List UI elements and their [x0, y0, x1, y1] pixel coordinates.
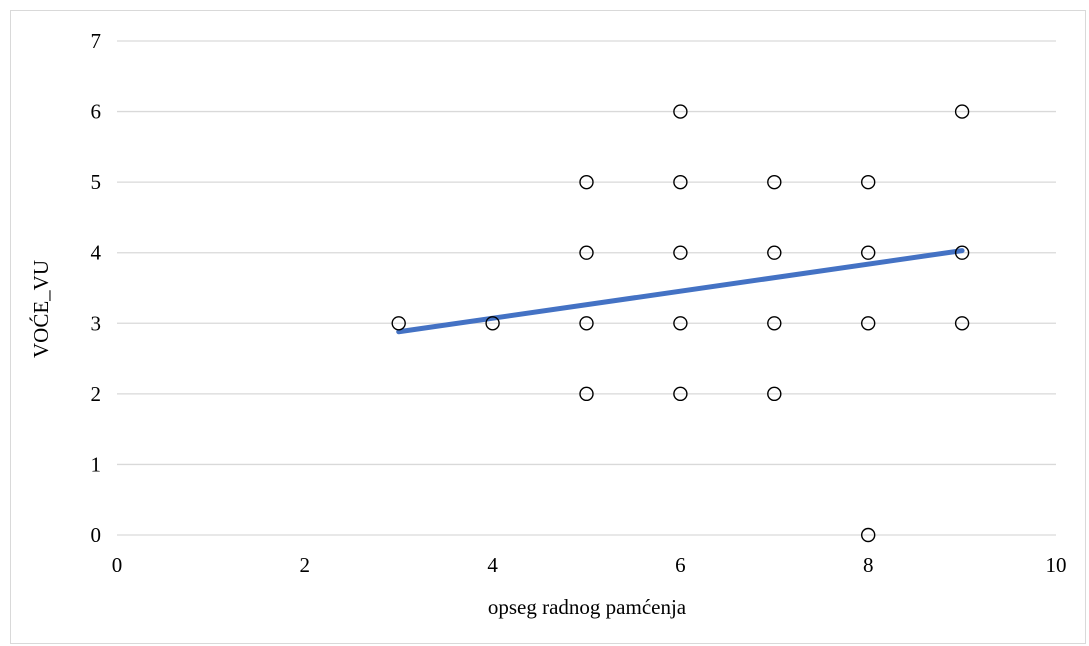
data-points	[391, 104, 970, 543]
x-tick-labels: 0 2 4 6 8 10	[112, 553, 1067, 577]
data-point	[861, 527, 876, 543]
data-point	[767, 316, 782, 331]
x-tick-label: 0	[112, 553, 123, 577]
x-tick-label: 2	[300, 553, 311, 577]
data-point	[673, 386, 688, 402]
data-point	[579, 174, 594, 190]
data-point	[767, 174, 782, 190]
y-tick-label: 6	[91, 100, 102, 124]
data-point	[673, 104, 688, 119]
y-tick-label: 7	[91, 29, 102, 53]
y-tick-label: 0	[91, 523, 102, 547]
data-point	[767, 245, 782, 260]
trendline	[396, 248, 965, 335]
data-point	[673, 316, 688, 331]
data-point	[767, 386, 782, 402]
data-point	[861, 245, 876, 260]
y-tick-label: 5	[91, 170, 102, 194]
data-point	[673, 245, 688, 260]
data-point	[391, 316, 406, 331]
y-axis-title: VOĆE_VU	[29, 260, 53, 358]
data-point	[485, 316, 500, 331]
x-tick-label: 4	[487, 553, 498, 577]
chart-frame	[10, 10, 1086, 644]
data-point	[861, 316, 876, 331]
data-point	[954, 245, 970, 260]
data-point	[579, 316, 594, 331]
y-tick-label: 4	[91, 241, 102, 265]
data-point	[954, 104, 970, 119]
x-axis-title: opseg radnog pamćenja	[488, 595, 687, 619]
data-point	[579, 386, 594, 402]
y-tick-label: 2	[91, 382, 102, 406]
x-tick-label: 10	[1046, 553, 1067, 577]
y-tick-label: 1	[91, 452, 102, 476]
x-tick-label: 6	[675, 553, 686, 577]
trendline-group	[396, 248, 965, 335]
y-tick-labels: 0 1 2 3 4 5 6 7	[91, 29, 102, 547]
y-tick-label: 3	[91, 311, 102, 335]
data-point	[579, 245, 594, 260]
gridlines	[117, 40, 1056, 536]
data-point	[954, 316, 970, 331]
data-point	[861, 174, 876, 190]
data-point	[673, 174, 688, 190]
x-tick-label: 8	[863, 553, 874, 577]
